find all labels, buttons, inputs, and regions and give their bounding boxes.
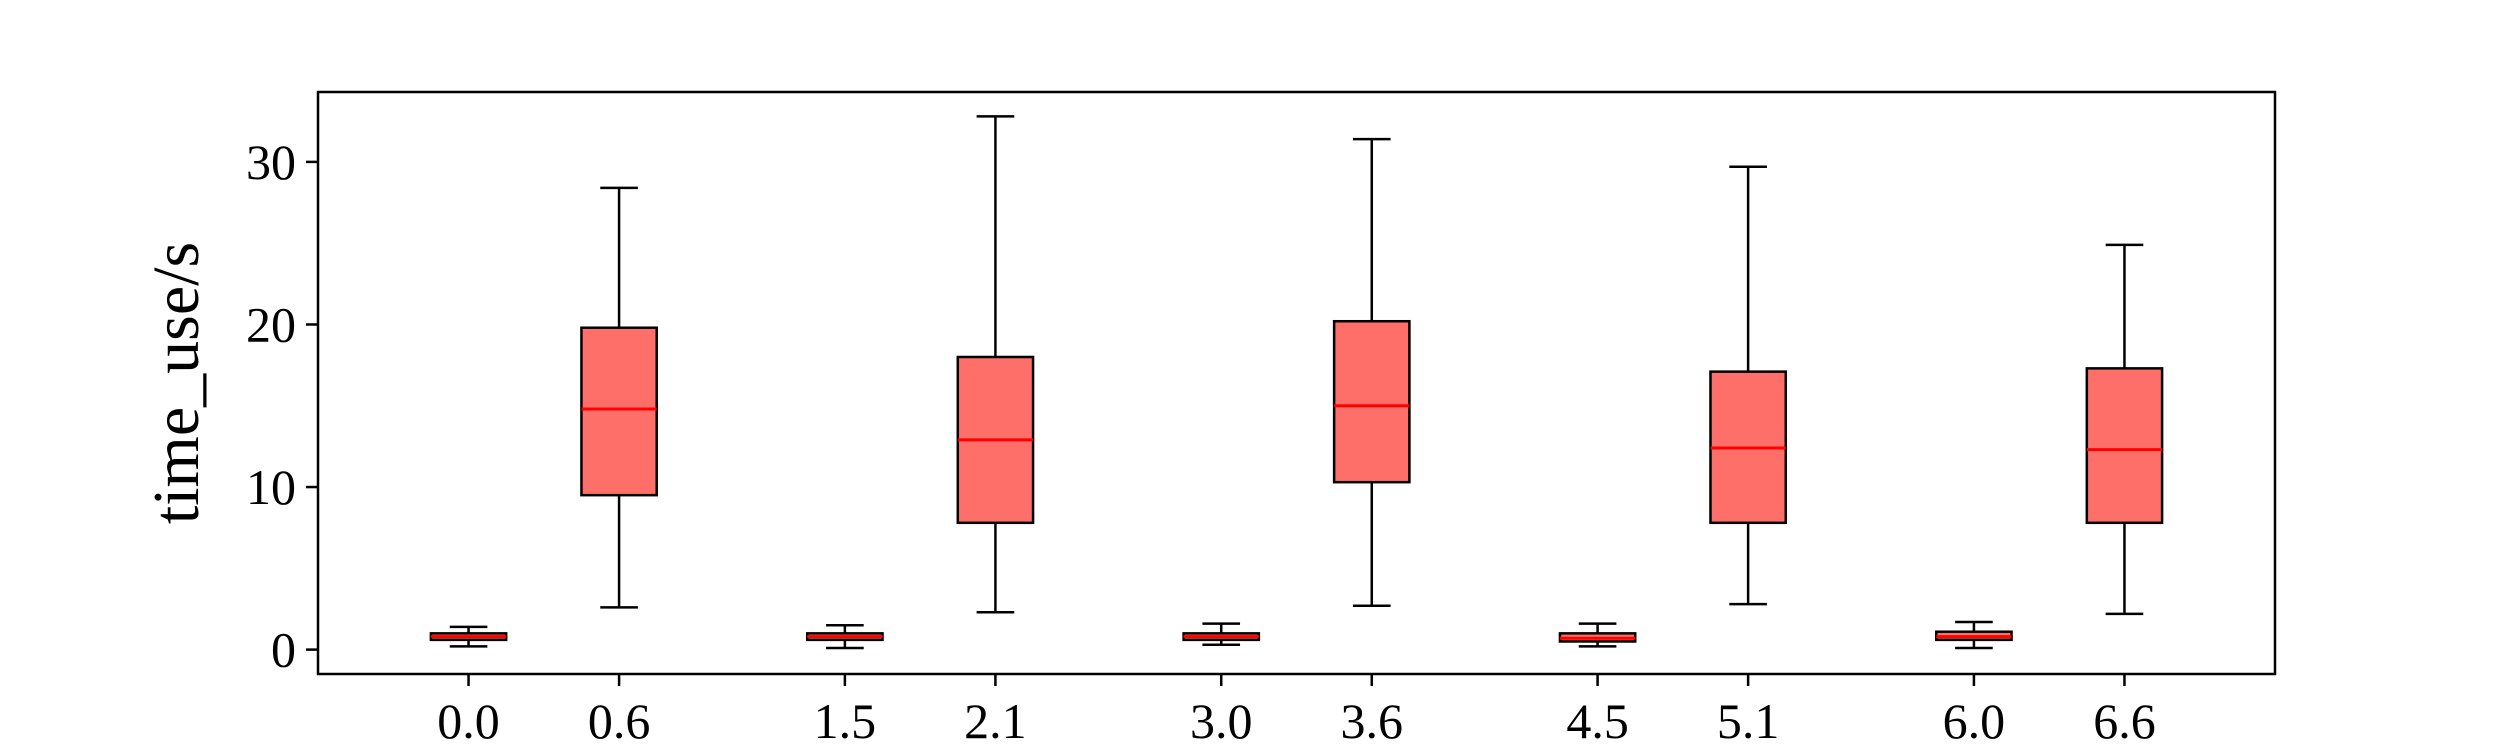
box-1 xyxy=(580,186,658,609)
boxes-layer xyxy=(429,115,2164,650)
box-0 xyxy=(429,625,508,648)
x-tick-label: 0.6 xyxy=(588,693,651,749)
x-tick-label: 5.1 xyxy=(1717,693,1780,749)
plot-frame xyxy=(316,90,2277,676)
box-body xyxy=(2085,367,2164,525)
box-body xyxy=(580,326,658,497)
y-tick-label: 10 xyxy=(246,459,296,515)
y-axis: 0 10 20 30 xyxy=(246,134,318,678)
x-tick-label: 3.0 xyxy=(1190,693,1253,749)
y-axis-title: time_use/s xyxy=(140,242,213,524)
x-tick-label: 1.5 xyxy=(814,693,877,749)
y-tick-label: 0 xyxy=(271,622,296,678)
box-body xyxy=(1332,319,1411,484)
x-tick-label: 0.0 xyxy=(437,693,500,749)
y-tick-label: 20 xyxy=(246,296,296,352)
box-6 xyxy=(1558,622,1637,648)
x-tick-label: 6.6 xyxy=(2093,693,2156,749)
box-7 xyxy=(1709,165,1787,606)
box-3 xyxy=(956,115,1035,614)
box-9 xyxy=(2085,243,2164,616)
y-tick-label: 30 xyxy=(246,134,296,190)
box-5 xyxy=(1332,137,1411,607)
box-2 xyxy=(806,623,884,650)
box-8 xyxy=(1935,620,2013,650)
x-tick-label: 6.0 xyxy=(1943,693,2006,749)
x-axis: 0.0 0.6 1.5 2.1 3.0 3.6 4.5 5.1 6.0 6.6 xyxy=(437,674,2156,749)
box-4 xyxy=(1182,622,1261,646)
x-tick-label: 4.5 xyxy=(1566,693,1629,749)
x-tick-label: 3.6 xyxy=(1341,693,1404,749)
x-tick-label: 2.1 xyxy=(964,693,1027,749)
